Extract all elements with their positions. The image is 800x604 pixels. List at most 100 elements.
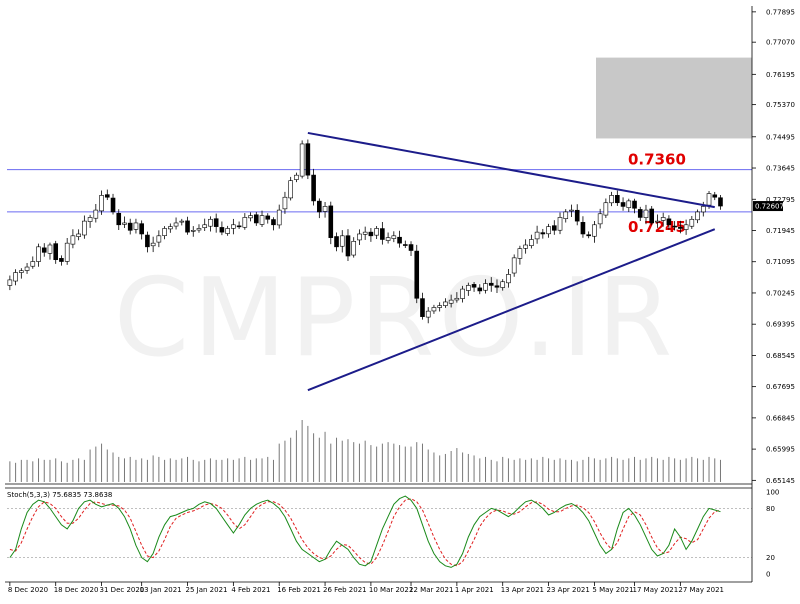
bear-candle [551,225,557,231]
bull-candle [689,218,695,227]
date-label: 26 Feb 2021 [323,586,367,594]
bear-candle [41,247,47,253]
price-tick-label: 0.65145 [766,477,795,485]
bull-candle [655,220,660,223]
bull-candle [70,235,76,245]
bear-candle [380,228,385,240]
bull-candle [460,288,465,299]
bull-candle [385,237,391,241]
horizontal-levels[interactable]: 0.7360 0.7245 [7,151,752,236]
bull-candle [36,246,41,262]
stoch-axis-label: 100 [766,489,779,497]
bull-candle [259,215,265,225]
candlestick-series [7,139,723,324]
bear-candle [586,234,591,237]
bull-candle [557,217,563,231]
date-label: 1 Apr 2021 [455,586,494,594]
price-tick-label: 0.77895 [766,8,795,16]
bear-candle [104,194,110,198]
date-label: 8 Dec 2020 [8,586,48,594]
resistance-zone [596,57,752,139]
date-label: 13 Jan 2021 [140,586,182,594]
bull-candle [248,215,253,219]
bull-candle [437,305,442,308]
current-price-label: 0.72607 [755,203,784,211]
volume-bars [9,420,721,482]
bull-candle [506,274,511,284]
bull-candle [202,224,208,228]
bear-candle [110,197,116,213]
bear-candle [317,200,322,213]
price-tick-label: 0.71945 [766,227,795,235]
bear-candle [127,222,133,231]
date-label: 13 Apr 2021 [501,586,544,594]
bear-candle [649,208,655,224]
bear-candle [328,205,334,238]
bear-candle [334,236,339,248]
bear-candle [637,209,643,218]
symmetrical-triangle[interactable] [307,131,716,392]
bull-candle [500,281,506,288]
bull-candle [517,248,523,259]
date-label: 31 Dec 2020 [100,586,145,594]
bear-candle [139,223,144,235]
bull-candle [156,235,162,243]
date-label: 18 Dec 2020 [54,586,99,594]
bull-candle [523,244,528,249]
bull-candle [351,241,357,256]
level-label: 0.7360 [628,151,686,169]
bull-candle [660,217,666,221]
bear-candle [718,197,723,207]
price-tick-label: 0.75370 [766,101,795,109]
bear-candle [408,244,414,251]
bull-candle [190,230,196,232]
bull-candle [231,224,236,229]
bear-candle [59,258,64,262]
bear-candle [271,219,276,226]
bull-candle [122,222,127,225]
bear-candle [145,234,150,248]
bull-candle [196,228,202,231]
bull-candle [242,217,248,228]
watermark: CMPRO.IR [114,256,677,381]
bear-candle [672,225,677,228]
bull-candle [87,217,93,222]
bull-candle [24,266,30,271]
price-tick-label: 0.69395 [766,321,795,329]
bear-candle [666,218,672,226]
stochastic-panel: 100 80 20 0 [7,489,779,579]
bull-candle [626,200,632,208]
date-label: 4 Feb 2021 [231,586,270,594]
bull-candle [609,195,614,204]
bear-candle [368,231,374,237]
bear-candle [213,218,219,227]
bull-candle [374,228,379,236]
bull-candle [47,244,53,254]
bull-candle [569,209,574,212]
stoch-axis-label: 80 [766,505,775,513]
bull-candle [282,196,288,210]
bull-candle [592,224,597,237]
level-label: 0.7245 [628,218,686,236]
triangle-lower-line[interactable] [307,228,716,392]
bear-candle [615,195,620,204]
bear-candle [345,235,351,257]
price-tick-label: 0.70245 [766,289,795,297]
bull-candle [534,231,540,240]
bull-candle [76,233,81,237]
bull-candle [443,301,448,306]
bull-candle [30,261,36,267]
bear-candle [311,174,316,202]
bull-candle [99,195,104,212]
bear-candle [219,227,225,233]
bull-candle [322,206,328,212]
price-tick-label: 0.65995 [766,446,795,454]
bear-candle [712,194,718,198]
bull-candle [425,310,431,318]
bull-candle [683,224,689,230]
triangle-upper-line[interactable] [307,131,715,209]
date-label: 22 Mar 2021 [409,586,453,594]
bull-candle [454,297,460,301]
bull-candle [294,174,299,180]
bull-candle [299,143,305,177]
